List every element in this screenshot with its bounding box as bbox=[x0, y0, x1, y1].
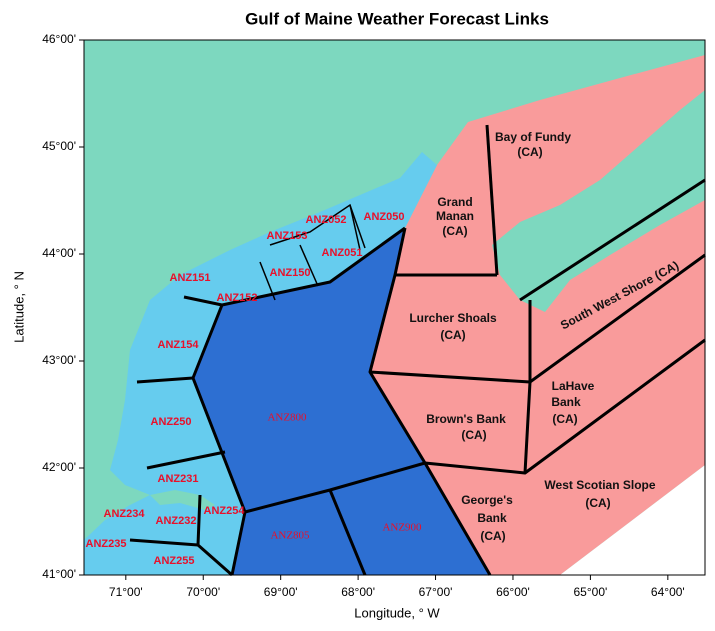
outside bbox=[560, 465, 705, 575]
zone-link[interactable]: ANZ154 bbox=[158, 339, 200, 351]
boundary bbox=[424, 338, 706, 475]
zone-link[interactable]: (CA) bbox=[461, 428, 486, 442]
zone-link[interactable]: ANZ254 bbox=[204, 505, 246, 517]
boundary bbox=[136, 376, 194, 384]
zone-link[interactable]: ANZ231 bbox=[158, 473, 199, 485]
x-tick-label: 70°00' bbox=[186, 585, 220, 599]
nova-scotia bbox=[492, 90, 705, 312]
zone-link[interactable]: ANZ052 bbox=[306, 214, 347, 226]
zone-link[interactable]: (CA) bbox=[552, 412, 577, 426]
zone-link[interactable]: West Scotian Slope bbox=[544, 478, 655, 492]
zone-link[interactable]: Manan bbox=[436, 209, 474, 223]
frame bbox=[83, 39, 706, 576]
zone-link[interactable]: Bank bbox=[477, 511, 507, 525]
x-tick-label: 71°00' bbox=[109, 585, 143, 599]
zone-link[interactable]: ANZ805 bbox=[270, 530, 310, 542]
y-tick-label: 43°00' bbox=[42, 353, 76, 367]
y-tick-label: 42°00' bbox=[42, 460, 76, 474]
zone-link[interactable]: Grand bbox=[437, 195, 472, 209]
zone-link[interactable]: (CA) bbox=[517, 145, 542, 159]
y-tick-label: 45°00' bbox=[42, 139, 76, 153]
zone-link[interactable]: ANZ051 bbox=[322, 247, 363, 259]
map bbox=[84, 40, 706, 577]
y-tick-label: 41°00' bbox=[42, 567, 76, 581]
boundary bbox=[146, 450, 226, 470]
zone-link[interactable]: LaHave bbox=[552, 379, 595, 393]
x-tick-label: 64°00' bbox=[651, 585, 685, 599]
zone-link[interactable]: ANZ250 bbox=[151, 416, 192, 428]
zone-link[interactable]: ANZ234 bbox=[104, 508, 146, 520]
zone-link[interactable]: ANZ255 bbox=[154, 555, 195, 567]
zone-link[interactable]: (CA) bbox=[440, 328, 465, 342]
boundary bbox=[519, 178, 706, 302]
zone-link[interactable]: Bank bbox=[551, 395, 581, 409]
zone-link[interactable]: ANZ235 bbox=[86, 538, 127, 550]
zone-link[interactable]: ANZ232 bbox=[156, 515, 197, 527]
zone-link[interactable]: Bay of Fundy bbox=[495, 130, 571, 144]
x-tick-label: 66°00' bbox=[496, 585, 530, 599]
boundary bbox=[191, 226, 406, 576]
boundary bbox=[369, 253, 706, 384]
zone-link[interactable]: ANZ800 bbox=[267, 412, 307, 424]
offshore-waters bbox=[193, 228, 490, 575]
boundary bbox=[269, 203, 366, 249]
y-tick-label: 46°00' bbox=[42, 32, 76, 46]
zone-link[interactable]: ANZ150 bbox=[270, 267, 311, 279]
zone-link[interactable]: ANZ900 bbox=[382, 522, 422, 534]
boundary bbox=[485, 124, 499, 276]
x-tick-label: 67°00' bbox=[419, 585, 453, 599]
x-tick-label: 65°00' bbox=[574, 585, 608, 599]
title: Gulf of Maine Weather Forecast Links bbox=[245, 9, 549, 28]
y-tick-label: 44°00' bbox=[42, 246, 76, 260]
zone-link[interactable]: (CA) bbox=[442, 224, 467, 238]
zone-link[interactable]: ANZ151 bbox=[170, 272, 211, 284]
boundary bbox=[129, 538, 199, 547]
zone-link[interactable]: ANZ152 bbox=[217, 292, 258, 304]
x-tick-label: 69°00' bbox=[264, 585, 298, 599]
zone-link[interactable]: ANZ153 bbox=[267, 230, 308, 242]
zone-link[interactable]: Brown's Bank bbox=[426, 412, 506, 426]
zone-link[interactable]: (CA) bbox=[480, 529, 505, 543]
x-tick-label: 68°00' bbox=[341, 585, 375, 599]
zone-link[interactable]: George's bbox=[461, 493, 513, 507]
x-axis-label: Longitude, ° W bbox=[354, 605, 440, 620]
boundary bbox=[259, 261, 276, 301]
boundary bbox=[328, 489, 367, 576]
zone-link[interactable]: ANZ050 bbox=[364, 211, 405, 223]
us-zone-labels: ANZ050 ANZ052 ANZ153 ANZ051 ANZ150 ANZ15… bbox=[86, 211, 423, 567]
boundary bbox=[183, 295, 223, 307]
boundary bbox=[349, 204, 361, 251]
zone-link[interactable]: Lurcher Shoals bbox=[409, 311, 497, 325]
y-axis-label: Latitude, ° N bbox=[11, 271, 26, 343]
boundary bbox=[299, 244, 319, 287]
zone-link[interactable]: (CA) bbox=[585, 496, 610, 510]
coastal-waters bbox=[84, 152, 437, 575]
